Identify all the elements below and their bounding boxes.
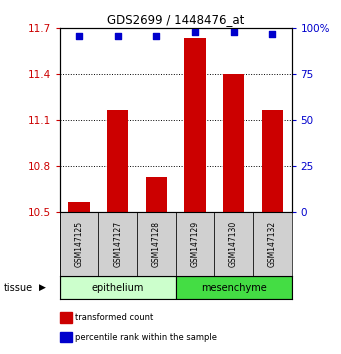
Text: mesenchyme: mesenchyme [201, 282, 266, 293]
Bar [176, 276, 292, 299]
Bar [176, 212, 214, 276]
Bar [68, 202, 90, 212]
Point [269, 31, 275, 37]
Bar [146, 177, 167, 212]
Text: GSM147128: GSM147128 [152, 221, 161, 267]
Bar [137, 212, 176, 276]
Bar [60, 212, 98, 276]
Bar [214, 212, 253, 276]
Bar [262, 110, 283, 212]
Bar [60, 276, 176, 299]
Point [76, 33, 82, 39]
Point [231, 29, 236, 35]
Text: transformed count: transformed count [75, 313, 153, 322]
Bar [223, 74, 244, 212]
Text: GSM147132: GSM147132 [268, 221, 277, 267]
Text: GSM147127: GSM147127 [113, 221, 122, 267]
Point [153, 33, 159, 39]
Point [115, 33, 120, 39]
Text: tissue: tissue [3, 282, 32, 293]
Title: GDS2699 / 1448476_at: GDS2699 / 1448476_at [107, 13, 244, 26]
Text: GSM147125: GSM147125 [74, 221, 84, 267]
Bar [98, 212, 137, 276]
Text: ▶: ▶ [39, 283, 46, 292]
Text: percentile rank within the sample: percentile rank within the sample [75, 332, 217, 342]
Text: epithelium: epithelium [91, 282, 144, 293]
Point [192, 29, 198, 35]
Bar [253, 212, 292, 276]
Bar [107, 110, 128, 212]
Text: GSM147129: GSM147129 [190, 221, 199, 267]
Bar [184, 38, 206, 212]
Text: GSM147130: GSM147130 [229, 221, 238, 267]
